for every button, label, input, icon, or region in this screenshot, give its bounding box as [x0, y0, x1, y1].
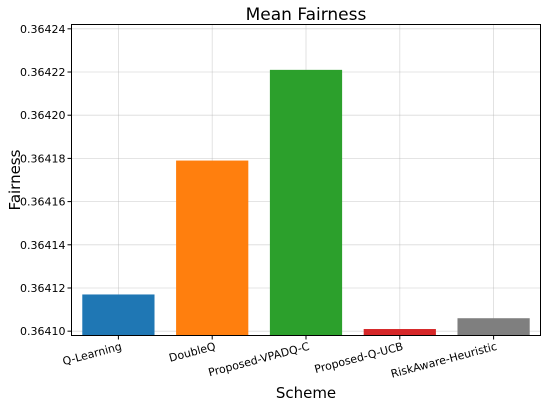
y-tick-label: 0.36420 [20, 109, 66, 122]
bar [269, 69, 343, 336]
x-tick-label: Proposed-VPADQ-C [207, 340, 311, 380]
bar [82, 294, 155, 336]
y-axis-label: Fairness [6, 149, 24, 210]
bar [363, 329, 436, 336]
chart-title: Mean Fairness [246, 5, 367, 25]
bars [82, 69, 530, 336]
y-tick-label: 0.36424 [20, 23, 66, 36]
bar [176, 160, 249, 336]
x-axis-label: Scheme [276, 384, 336, 402]
y-tick-label: 0.36416 [20, 196, 66, 209]
x-tick-label: Q-Learning [61, 340, 123, 368]
bar [457, 318, 530, 336]
y-tick-label: 0.36414 [20, 239, 66, 252]
x-tick-label: RiskAware-Heuristic [389, 340, 498, 381]
x-tick-label: DoubleQ [168, 340, 218, 365]
y-tick-label: 0.36410 [20, 325, 66, 338]
plot-frame [71, 24, 541, 336]
y-tick-label: 0.36412 [20, 282, 66, 295]
y-tick-label: 0.36422 [20, 66, 66, 79]
y-tick-label: 0.36418 [20, 152, 66, 165]
